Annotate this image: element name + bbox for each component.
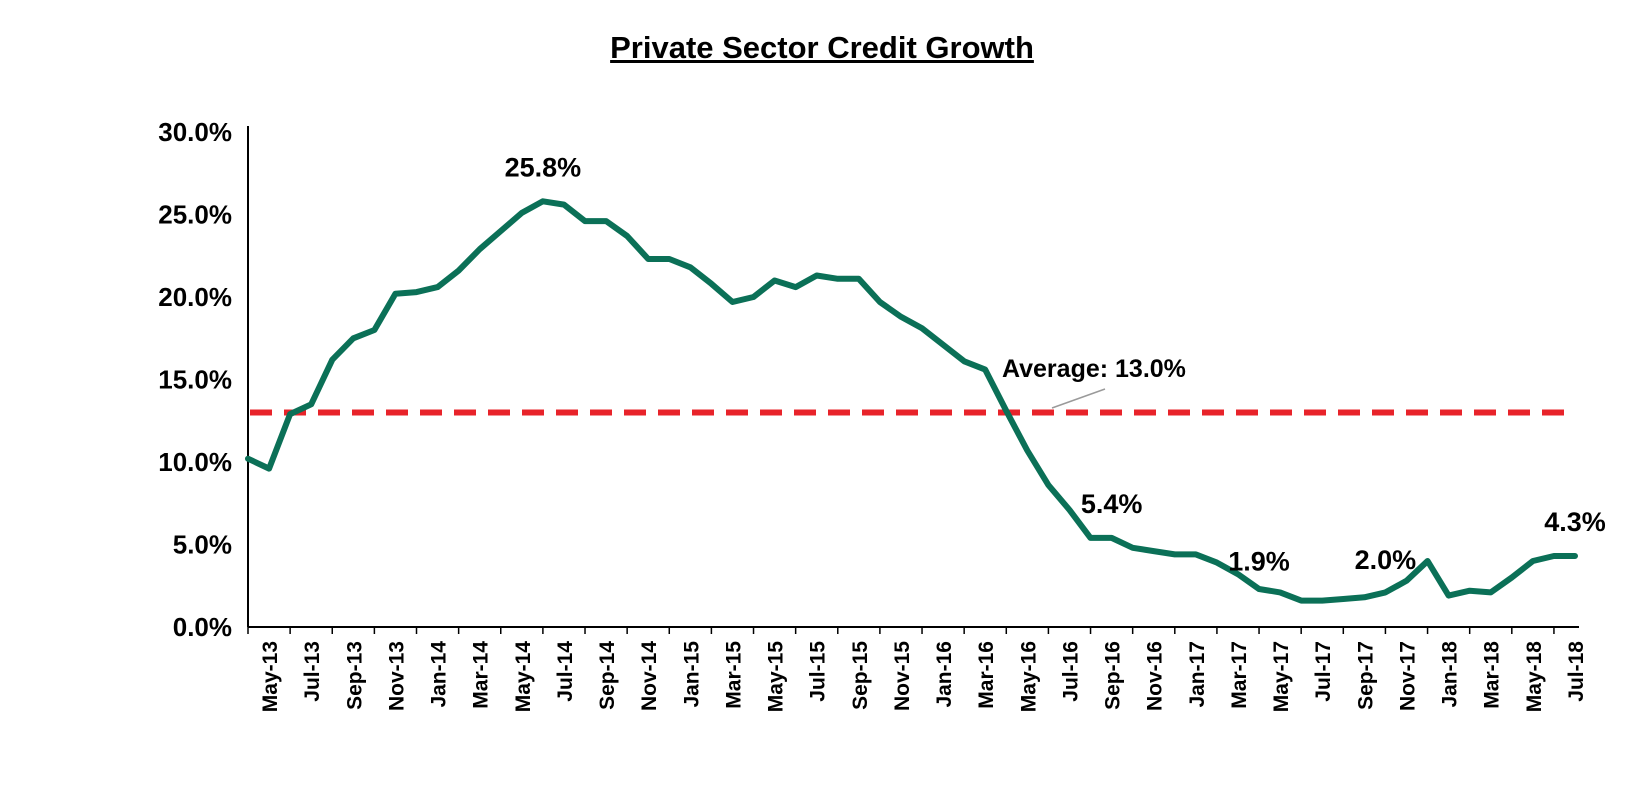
x-tick-label: Jul-16 [1059,641,1082,702]
y-tick-label: 15.0% [158,365,232,395]
y-tick-label: 5.0% [173,530,232,560]
x-tick-label: May-13 [259,641,282,712]
axes [247,126,1579,628]
x-tick-label: Jan-14 [428,641,451,708]
credit-growth-line [245,198,1578,604]
x-tick-label: Sep-16 [1102,641,1125,710]
y-tick-label: 0.0% [173,612,232,642]
average-label: Average: 13.0% [1002,355,1186,383]
x-tick-label: Mar-16 [975,641,998,709]
x-tick-label: Mar-14 [470,641,493,709]
x-tick-label: Jul-15 [807,641,830,702]
x-tick-label: Jan-16 [933,641,956,708]
x-tick-label: May-16 [1017,641,1040,712]
data-labels: 25.8% 5.4% 1.9% 2.0% 4.3% [505,152,1606,576]
data-label: 5.4% [1081,489,1143,519]
chart-title: Private Sector Credit Growth [610,30,1034,65]
x-tick-label: Nov-13 [385,641,408,711]
y-tick-label: 30.0% [158,117,232,147]
x-tick-label: Sep-17 [1354,641,1377,710]
data-label: 25.8% [505,152,582,182]
x-tick-label: May-18 [1523,641,1546,713]
y-tick-label: 25.0% [158,200,232,230]
data-label: 4.3% [1544,507,1606,537]
x-tick-label: Jan-15 [680,641,703,708]
data-label: 2.0% [1355,545,1417,575]
data-label: 1.9% [1228,547,1290,577]
average-leader-line [1051,388,1106,409]
x-tick-label: Nov-17 [1396,641,1419,711]
x-tick-label: Sep-15 [849,641,872,710]
x-tick-label: Jul-18 [1565,641,1588,702]
x-tick-label: Sep-14 [596,641,619,710]
x-tick-label: Nov-16 [1144,641,1167,711]
x-tick-label: May-17 [1270,641,1293,712]
y-tick-label: 10.0% [158,447,232,477]
x-axis-ticks: May-13 Jul-13 Sep-13 Nov-13 Jan-14 Mar-14 May-… [247,627,1588,713]
x-tick-label: Jul-14 [554,641,577,702]
x-tick-label: Mar-18 [1481,641,1504,709]
x-tick-label: May-14 [512,641,535,713]
x-tick-label: Mar-17 [1228,641,1251,709]
x-tick-label: Nov-15 [891,641,914,711]
x-tick-label: Mar-15 [722,641,745,709]
x-tick-label: Sep-13 [343,641,366,710]
x-tick-label: Jan-18 [1439,641,1462,708]
average-line-group: Average: 13.0% [250,355,1575,416]
y-axis-ticks: 0.0% 5.0% 10.0% 15.0% 20.0% 25.0% 30.0% [158,117,232,642]
x-tick-label: Jan-17 [1186,641,1209,708]
series-group [245,198,1578,604]
x-tick-label: May-15 [765,641,788,713]
y-tick-label: 20.0% [158,282,232,312]
x-tick-label: Jul-13 [301,641,324,702]
x-tick-label: Nov-14 [638,641,661,711]
x-tick-label: Jul-17 [1312,641,1335,702]
